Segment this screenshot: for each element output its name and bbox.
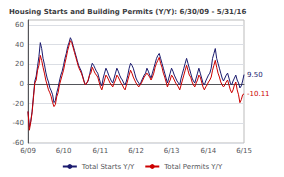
svg-text:6/09: 6/09 [20,147,36,155]
svg-text:60: 60 [15,21,24,29]
svg-text:20: 20 [15,60,24,68]
svg-text:6/11: 6/11 [93,147,109,155]
svg-text:6/12: 6/12 [128,147,144,155]
svg-text:0: 0 [20,80,24,88]
svg-text:6/15: 6/15 [236,147,252,155]
svg-text:Housing Starts and Building Pe: Housing Starts and Building Permits (Y/Y… [9,8,246,16]
svg-text:9.50: 9.50 [247,71,263,79]
svg-text:40: 40 [15,41,24,49]
svg-text:-60: -60 [12,139,24,147]
svg-text:6/10: 6/10 [56,147,72,155]
svg-text:-20: -20 [13,100,24,108]
svg-text:6/13: 6/13 [164,147,180,155]
svg-text:-40: -40 [13,119,24,127]
svg-text:6/14: 6/14 [201,147,217,155]
svg-text:Total Starts Y/Y: Total Starts Y/Y [81,163,135,171]
svg-text:-10.11: -10.11 [247,90,270,98]
svg-text:Total Permits Y/Y: Total Permits Y/Y [163,163,223,171]
